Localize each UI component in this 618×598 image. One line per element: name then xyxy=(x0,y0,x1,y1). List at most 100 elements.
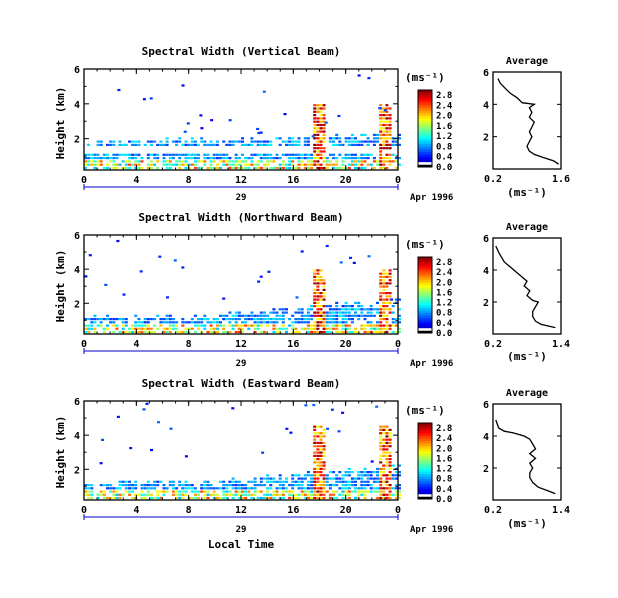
heatmap-cell xyxy=(335,480,339,483)
heatmap-cell xyxy=(379,484,383,487)
heatmap-cell xyxy=(332,496,336,500)
heatmap-cell xyxy=(332,493,336,496)
heatmap-cell xyxy=(102,318,106,321)
heatmap-cell xyxy=(206,153,210,156)
heatmap-cell xyxy=(366,311,370,314)
heatmap-cell xyxy=(96,140,100,143)
heatmap-cell xyxy=(319,480,323,483)
heatmap-cell xyxy=(228,157,232,160)
colorbar-swatch xyxy=(418,493,432,497)
heatmap-cell xyxy=(222,493,226,496)
heatmap-cell xyxy=(316,140,320,143)
heatmap-cell xyxy=(388,438,392,441)
heatmap-cell xyxy=(394,484,398,487)
colorbar-swatch xyxy=(418,272,432,276)
heatmap-cell xyxy=(231,318,235,321)
heatmap-cell xyxy=(325,490,329,493)
heatmap-cell xyxy=(313,130,317,133)
heatmap-cell xyxy=(350,305,354,308)
heatmap-cell xyxy=(382,308,386,311)
heatmap-cell xyxy=(171,484,175,487)
heatmap-cell xyxy=(354,140,357,143)
heatmap-cell xyxy=(234,157,238,160)
heatmap-cell xyxy=(335,137,339,140)
heatmap-cell xyxy=(231,496,235,500)
colorbar-swatch xyxy=(418,262,432,265)
heatmap-cell xyxy=(325,477,329,480)
heatmap-cell xyxy=(171,318,175,321)
heatmap-cell xyxy=(310,305,314,308)
heatmap-cell xyxy=(171,324,175,327)
heatmap-cell xyxy=(281,163,285,166)
heatmap-cell xyxy=(231,327,235,330)
heatmap-cell xyxy=(363,496,367,500)
heatmap-cell xyxy=(322,160,326,163)
heatmap-cell xyxy=(391,318,395,321)
heatmap-cell xyxy=(335,324,339,327)
heatmap-cell xyxy=(219,480,222,483)
heatmap-cell xyxy=(372,471,376,474)
heatmap-cell xyxy=(275,327,279,330)
heatmap-cell xyxy=(306,493,310,496)
heatmap-cell xyxy=(118,496,122,500)
heatmap-cell xyxy=(306,137,310,140)
heatmap-cell xyxy=(372,137,376,140)
colorbar-swatch xyxy=(418,302,432,306)
heatmap-cell xyxy=(199,114,203,117)
heatmap-cell xyxy=(190,153,194,156)
heatmap-cell xyxy=(190,487,194,490)
heatmap-cell xyxy=(178,157,182,160)
heatmap-cell xyxy=(256,327,260,330)
heatmap-cell xyxy=(190,318,194,321)
average-y-tick-label: 4 xyxy=(483,432,489,443)
heatmap-cell xyxy=(322,292,326,295)
heatmap-cell xyxy=(241,143,244,146)
heatmap-cell xyxy=(391,330,395,334)
heatmap-cell xyxy=(291,160,295,163)
heatmap-cell xyxy=(128,480,131,483)
heatmap-cell xyxy=(382,324,386,327)
heatmap-cell xyxy=(162,487,166,490)
heatmap-cell xyxy=(156,160,160,163)
heatmap-cell xyxy=(269,480,273,483)
heatmap-cell xyxy=(376,137,379,140)
heatmap-cell xyxy=(313,114,317,117)
heatmap-cell xyxy=(313,435,317,438)
heatmap-cell xyxy=(316,157,320,160)
heatmap-cell xyxy=(281,308,285,311)
heatmap-cell xyxy=(385,107,389,110)
heatmap-cell xyxy=(398,298,401,301)
heatmap-cell xyxy=(382,269,386,272)
heatmap-cell xyxy=(382,110,386,113)
heatmap-cell xyxy=(306,480,310,483)
heatmap-cell xyxy=(278,493,282,496)
heatmap-cell xyxy=(391,464,395,467)
heatmap-cell xyxy=(109,157,113,160)
heatmap-cell xyxy=(181,487,185,490)
heatmap-cell xyxy=(388,464,392,467)
heatmap-cell xyxy=(181,324,185,327)
heatmap-cell xyxy=(357,474,361,477)
heatmap-cell xyxy=(379,163,383,166)
heatmap-cell xyxy=(316,163,320,166)
heatmap-cell xyxy=(303,143,307,146)
heatmap-cell xyxy=(168,163,172,166)
heatmap-cell xyxy=(382,137,386,140)
heatmap-cell xyxy=(291,143,295,146)
heatmap-cell xyxy=(310,474,314,477)
colorbar-swatch xyxy=(418,92,432,96)
heatmap-cell xyxy=(300,480,304,483)
heatmap-cell xyxy=(350,133,354,136)
heatmap-cell xyxy=(369,311,373,314)
heatmap-cell xyxy=(187,327,191,330)
heatmap-cell xyxy=(341,166,345,170)
heatmap-cell xyxy=(379,298,383,301)
heatmap-cell xyxy=(200,324,204,327)
colorbar-swatch xyxy=(418,491,432,495)
heatmap-cell xyxy=(263,318,266,321)
heatmap-cell xyxy=(288,153,292,156)
colorbar-swatch xyxy=(418,466,432,469)
heatmap-cell xyxy=(118,330,122,334)
heatmap-cell xyxy=(250,143,254,146)
